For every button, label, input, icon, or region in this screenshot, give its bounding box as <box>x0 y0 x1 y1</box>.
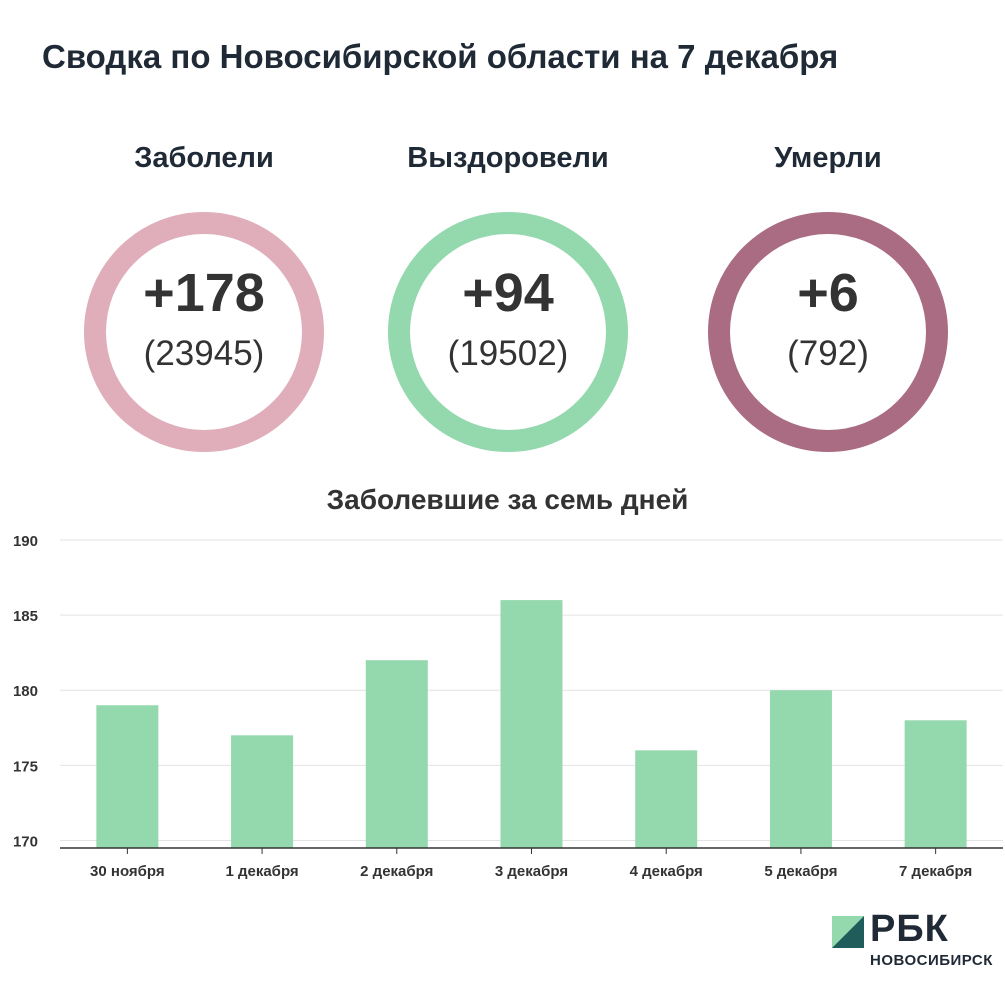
stat-deaths: Умерли +6 (792) <box>678 142 978 452</box>
deaths-total: (792) <box>787 334 869 373</box>
recovered-total: (19502) <box>447 334 569 373</box>
x-tick-label: 7 декабря <box>899 863 972 880</box>
x-tick-label: 30 ноября <box>90 863 165 880</box>
bar <box>96 705 159 848</box>
y-tick-label: 180 <box>13 683 38 700</box>
y-tick-label: 190 <box>13 533 38 550</box>
bar <box>500 600 563 848</box>
bar <box>904 720 967 848</box>
chart-title: Заболевшие за семь дней <box>326 484 689 515</box>
bar <box>365 660 428 848</box>
x-tick-label: 4 декабря <box>630 863 703 880</box>
y-tick-label: 185 <box>13 608 38 625</box>
infected-ring: +178 (23945) <box>84 212 324 452</box>
stat-recovered-label: Выздоровели <box>407 142 609 174</box>
rbc-logo-mark-icon <box>832 916 864 948</box>
bar <box>635 750 698 848</box>
stat-recovered: Выздоровели +94 (19502) <box>358 142 658 452</box>
x-tick-label: 2 декабря <box>360 863 433 880</box>
infected-total: (23945) <box>143 334 265 373</box>
y-tick-label: 170 <box>13 833 38 850</box>
bar <box>769 690 832 848</box>
deaths-delta: +6 <box>797 263 859 323</box>
recovered-ring: +94 (19502) <box>388 212 628 452</box>
logo-name: РБК <box>870 908 949 950</box>
infected-delta: +178 <box>143 263 265 323</box>
page-title: Сводка по Новосибирской области на 7 дек… <box>42 38 839 75</box>
x-tick-label: 5 декабря <box>764 863 837 880</box>
logo-city: НОВОСИБИРСК <box>870 952 993 969</box>
stat-infected: Заболели +178 (23945) <box>54 142 354 452</box>
deaths-ring: +6 (792) <box>708 212 948 452</box>
bar <box>231 735 294 848</box>
x-tick-label: 3 декабря <box>495 863 568 880</box>
stat-deaths-label: Умерли <box>774 142 882 174</box>
rbc-logo: РБК НОВОСИБИРСК <box>832 908 1002 974</box>
x-tick-label: 1 декабря <box>225 863 298 880</box>
stat-infected-label: Заболели <box>134 142 274 174</box>
recovered-delta: +94 <box>462 263 554 323</box>
bar-chart: 170 175 180 185 190 30 ноября 1 декабря 2 декаб… <box>13 533 1003 880</box>
y-tick-label: 175 <box>13 758 38 775</box>
